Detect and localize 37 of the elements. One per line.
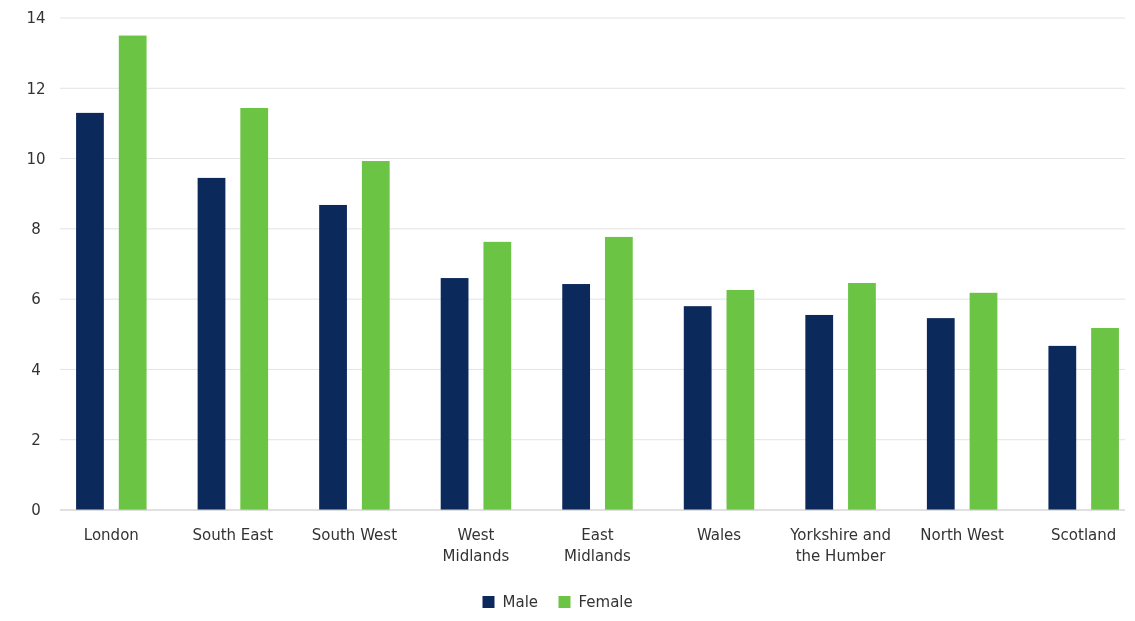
bar (76, 112, 104, 510)
y-tick-label: 12 (26, 79, 46, 98)
bar (1048, 345, 1077, 510)
bar (926, 318, 955, 510)
x-tick-label: Scotland (1051, 526, 1117, 544)
bar (483, 241, 512, 510)
bar (118, 35, 147, 510)
bar (1091, 327, 1119, 510)
x-tick-label: London (83, 526, 139, 544)
bar (562, 284, 591, 510)
y-tick-label: 6 (31, 290, 41, 309)
x-tick-label: South East (192, 526, 274, 544)
bar (319, 204, 347, 510)
x-tick-label: Yorkshire and the Humber (789, 526, 891, 565)
bar (805, 314, 834, 510)
bar (440, 278, 469, 510)
legend-label: Male (502, 593, 539, 612)
legend-label: Female (578, 593, 633, 612)
x-tick-label: East Midlands (564, 526, 632, 565)
y-tick-label: 14 (26, 9, 46, 28)
x-tick-label: South West (311, 526, 398, 544)
bar (848, 282, 876, 510)
bar (240, 107, 269, 510)
x-tick-label: West Midlands (442, 526, 510, 565)
bar (361, 161, 390, 510)
y-tick-label: 4 (31, 360, 41, 379)
bar (726, 290, 755, 510)
bar (969, 292, 998, 510)
x-tick-label: North West (920, 526, 1005, 544)
y-tick-label: 0 (31, 501, 41, 520)
y-tick-label: 2 (31, 430, 41, 449)
y-tick-label: 10 (26, 149, 46, 168)
bar (604, 236, 633, 510)
bar (197, 177, 226, 510)
bar (683, 306, 712, 510)
y-tick-label: 8 (31, 220, 41, 239)
x-tick-label: Wales (696, 526, 742, 544)
